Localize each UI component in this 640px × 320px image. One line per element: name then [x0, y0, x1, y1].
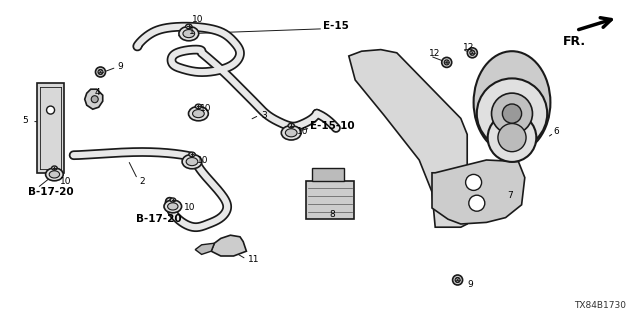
Ellipse shape — [170, 198, 175, 202]
Ellipse shape — [168, 203, 178, 210]
Circle shape — [498, 124, 526, 152]
Polygon shape — [37, 83, 64, 173]
Text: 12: 12 — [429, 49, 440, 58]
Text: 5: 5 — [22, 116, 28, 125]
Circle shape — [92, 96, 98, 103]
Ellipse shape — [186, 157, 198, 166]
Text: 10: 10 — [184, 203, 195, 212]
Text: 12: 12 — [463, 43, 474, 52]
Bar — [306, 181, 354, 219]
Ellipse shape — [179, 27, 198, 41]
Circle shape — [98, 69, 103, 75]
Ellipse shape — [288, 123, 294, 128]
Circle shape — [442, 57, 452, 68]
Circle shape — [466, 174, 482, 190]
Ellipse shape — [49, 171, 60, 178]
Text: 4: 4 — [95, 88, 100, 97]
Ellipse shape — [195, 104, 202, 109]
Circle shape — [47, 106, 54, 114]
Circle shape — [444, 60, 449, 65]
Polygon shape — [432, 160, 525, 224]
Ellipse shape — [474, 51, 550, 154]
Ellipse shape — [193, 109, 204, 118]
Ellipse shape — [285, 129, 297, 137]
Circle shape — [455, 277, 460, 283]
Polygon shape — [211, 235, 246, 256]
Text: 11: 11 — [248, 255, 259, 264]
Polygon shape — [349, 50, 467, 227]
Ellipse shape — [189, 152, 195, 157]
Circle shape — [469, 195, 485, 211]
Ellipse shape — [282, 126, 301, 140]
Text: 6: 6 — [553, 127, 559, 136]
Text: 10: 10 — [60, 177, 71, 186]
Text: 9: 9 — [117, 62, 123, 71]
Circle shape — [477, 78, 547, 149]
Text: B-17-20: B-17-20 — [28, 187, 73, 197]
Text: B-17-20: B-17-20 — [136, 214, 182, 224]
Text: E-15: E-15 — [323, 21, 349, 31]
Ellipse shape — [186, 24, 192, 29]
Text: TX84B1730: TX84B1730 — [574, 301, 626, 310]
Circle shape — [492, 93, 532, 134]
Text: 8: 8 — [330, 210, 335, 219]
Text: E-15-10: E-15-10 — [310, 121, 355, 132]
Text: 1: 1 — [189, 27, 195, 36]
Circle shape — [470, 50, 475, 55]
Text: 10: 10 — [200, 104, 211, 113]
Text: FR.: FR. — [563, 35, 586, 48]
Ellipse shape — [52, 166, 57, 170]
Text: 10: 10 — [297, 127, 308, 136]
Text: 7: 7 — [507, 191, 513, 200]
Circle shape — [488, 113, 536, 162]
Circle shape — [95, 67, 106, 77]
Bar — [312, 168, 344, 181]
Text: 2: 2 — [140, 177, 145, 186]
Ellipse shape — [182, 155, 202, 169]
Text: 9: 9 — [467, 280, 473, 289]
Text: 10: 10 — [192, 15, 204, 24]
Text: 3: 3 — [261, 111, 267, 120]
Circle shape — [452, 275, 463, 285]
Polygon shape — [84, 89, 103, 109]
Ellipse shape — [164, 200, 182, 213]
Circle shape — [467, 48, 477, 58]
Circle shape — [502, 104, 522, 123]
Ellipse shape — [183, 29, 195, 38]
Text: 10: 10 — [197, 156, 209, 165]
Polygon shape — [195, 243, 214, 254]
Ellipse shape — [189, 106, 208, 121]
Ellipse shape — [45, 168, 63, 181]
